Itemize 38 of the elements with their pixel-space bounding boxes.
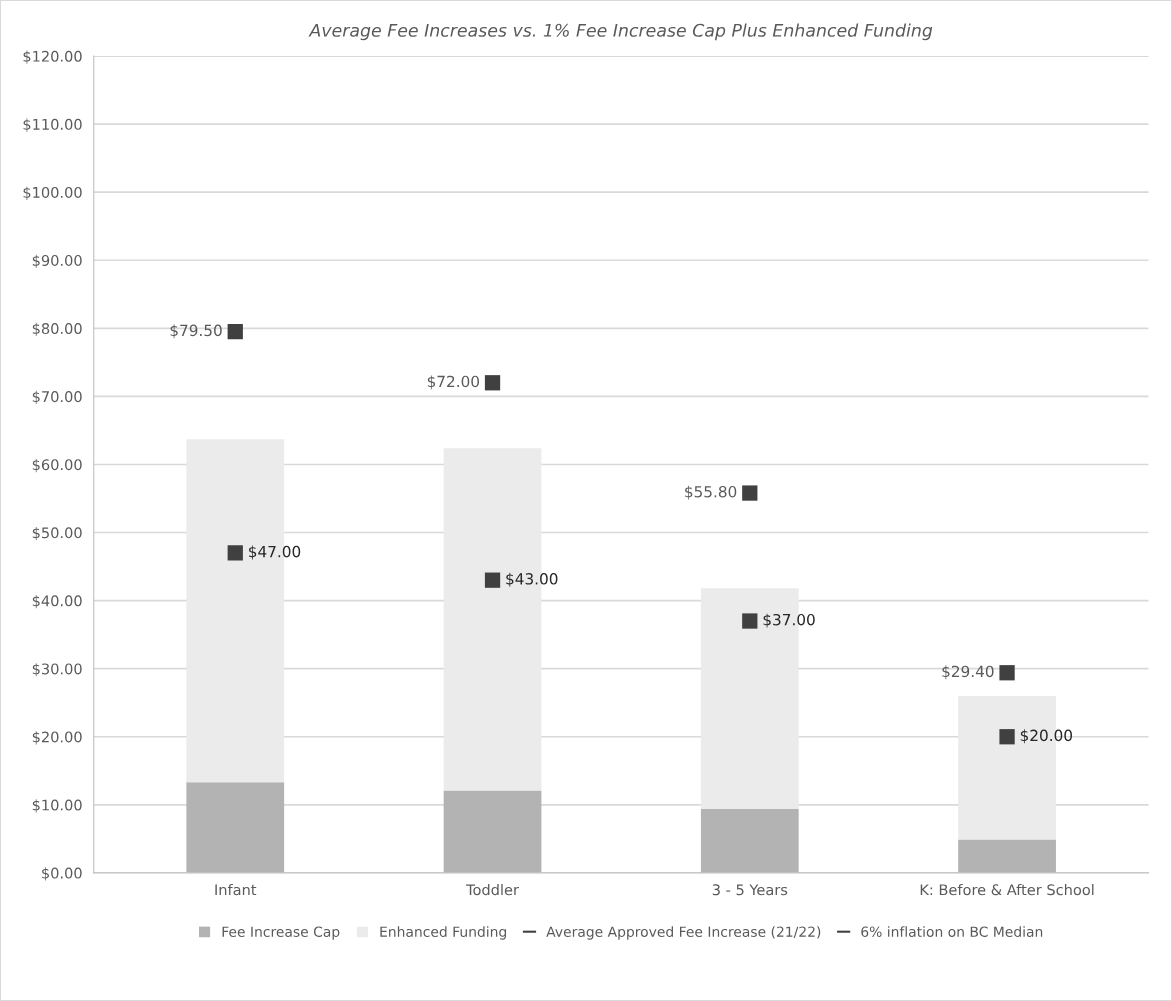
- y-tick-label: $70.00: [32, 390, 82, 405]
- point: [742, 485, 758, 501]
- y-tick-label: $110.00: [23, 118, 82, 132]
- data-label: $37.00: [763, 613, 815, 628]
- legend-label: Average Approved Fee Increase (21/22): [546, 926, 821, 940]
- point: [999, 665, 1015, 681]
- chart-title: Average Fee Increases vs. 1% Fee Increase Cap Plus Enhanced Funding: [308, 23, 933, 41]
- x-tick-label: Toddler: [466, 883, 519, 896]
- point: [227, 545, 243, 561]
- legend-label: Enhanced Funding: [380, 926, 507, 940]
- y-tick-label: $80.00: [32, 322, 82, 337]
- y-tick-label: $0.00: [42, 867, 82, 881]
- y-tick-label: $10.00: [32, 799, 82, 813]
- legend-label: Fee Increase Cap: [222, 926, 340, 940]
- data-label: $43.00: [506, 572, 558, 587]
- y-tick-label: $60.00: [32, 458, 82, 473]
- point: [227, 324, 243, 340]
- point: [484, 572, 501, 588]
- point: [742, 613, 758, 629]
- data-label: $79.50: [170, 324, 222, 339]
- y-tick-label: $120.00: [23, 50, 82, 64]
- point: [484, 375, 501, 391]
- x-tick-label: K: Before & After School: [920, 883, 1094, 896]
- y-tick-label: $20.00: [32, 731, 82, 745]
- data-label: $29.40: [942, 665, 994, 680]
- x-tick-label: 3 - 5 Years: [712, 884, 788, 896]
- x-tick-label: Infant: [215, 883, 257, 896]
- y-tick-label: $50.00: [32, 526, 82, 541]
- data-label: $20.00: [1020, 729, 1073, 744]
- data-label: $55.80: [685, 485, 737, 500]
- data-label: $47.00: [249, 545, 301, 560]
- y-tick-label: $40.00: [32, 595, 82, 609]
- y-tick-label: $90.00: [32, 254, 82, 268]
- y-tick-label: $30.00: [32, 663, 82, 677]
- y-tick-label: $100.00: [23, 186, 82, 200]
- data-label: $72.00: [427, 375, 480, 390]
- legend-label: 6% inflation on BC Median: [861, 926, 1043, 937]
- point: [999, 729, 1015, 745]
